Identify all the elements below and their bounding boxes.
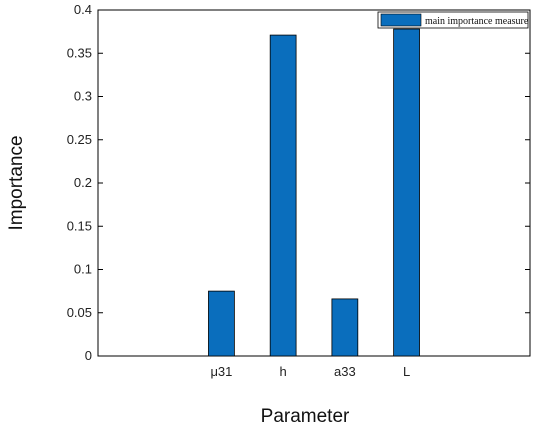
legend-label: main importance measure	[425, 16, 529, 27]
legend: main importance measure	[377, 11, 529, 29]
y-tick-label: 0.35	[67, 45, 92, 60]
x-tick-label: L	[403, 364, 410, 379]
bar	[331, 298, 359, 357]
plot-area	[97, 9, 531, 357]
y-axis: 0 0.05 0.1 0.15 0.2 0.25 0.3 0.35 0.4	[67, 2, 530, 363]
y-tick-label: 0.15	[67, 218, 92, 233]
y-axis-title: Importance	[6, 135, 27, 230]
y-tick-label: 0.25	[67, 132, 92, 147]
x-tick-label: μ31	[210, 364, 232, 379]
x-tick-label: h	[280, 364, 287, 379]
y-tick-label: 0.3	[74, 89, 92, 104]
bar	[269, 34, 297, 357]
y-tick-label: 0.05	[67, 305, 92, 320]
y-tick-label: 0.1	[74, 262, 92, 277]
x-axis-title: Parameter	[261, 406, 350, 427]
x-tick-label: a33	[334, 364, 356, 379]
y-tick-label: 0.4	[74, 2, 92, 17]
bar-series	[208, 28, 420, 357]
bar	[208, 290, 235, 357]
y-tick-label: 0	[85, 348, 92, 363]
y-tick-label: 0.2	[74, 175, 92, 190]
legend-swatch	[380, 13, 422, 27]
bar	[393, 28, 420, 357]
